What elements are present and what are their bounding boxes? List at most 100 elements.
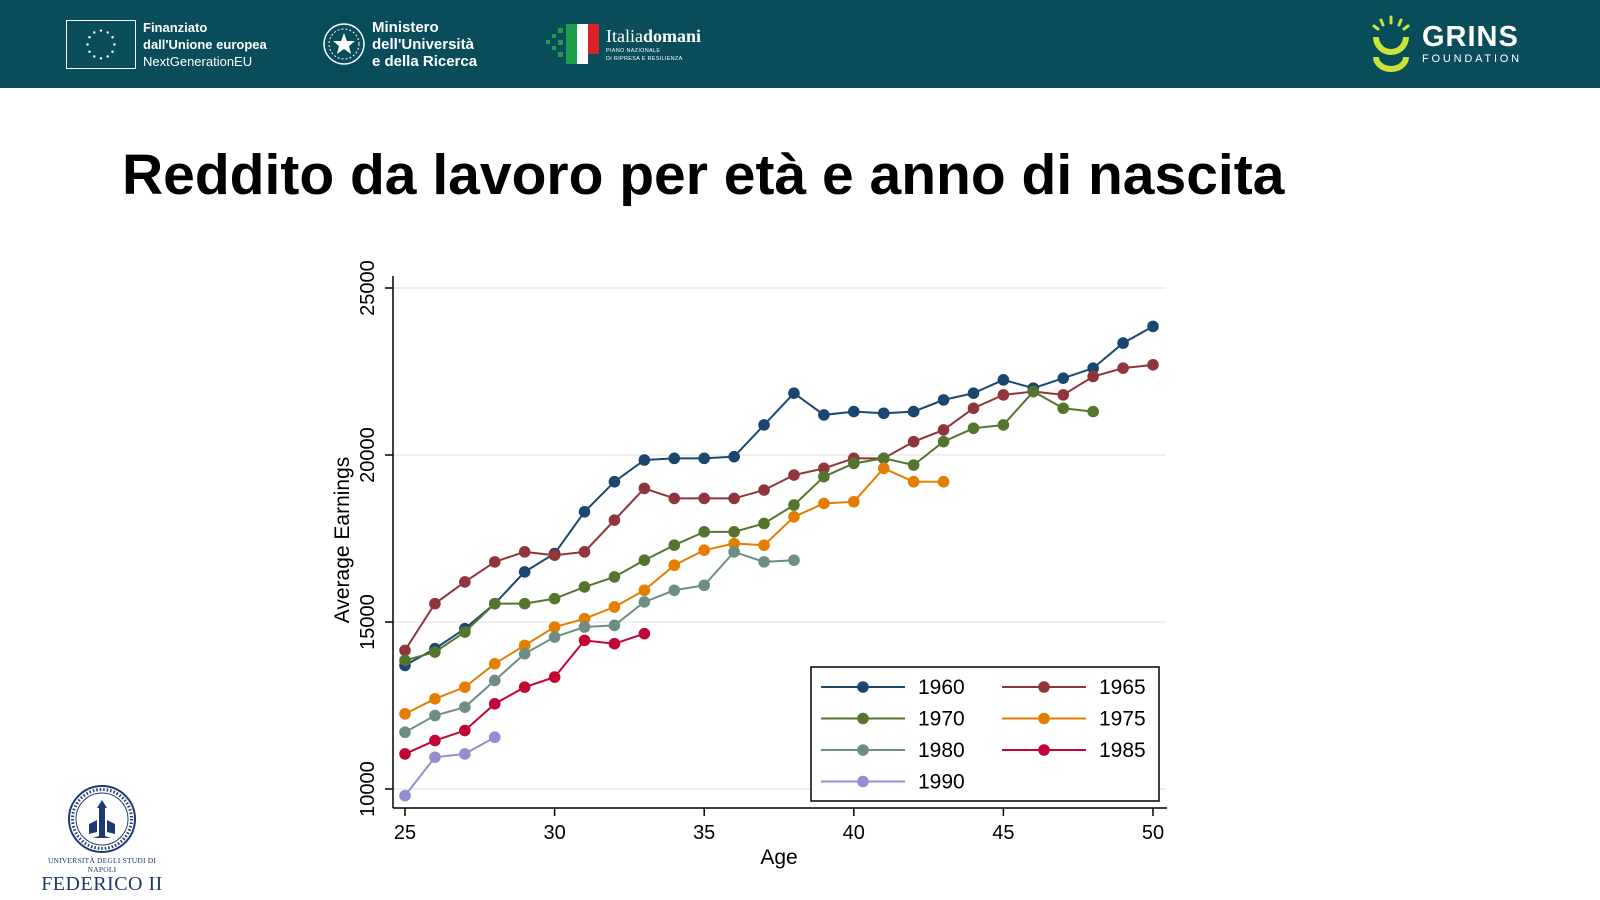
point-1965-27	[459, 576, 471, 588]
point-1965-28	[488, 556, 501, 568]
point-1975-42	[907, 475, 920, 488]
point-1975-27	[459, 681, 471, 693]
point-1970-43	[937, 435, 950, 448]
point-1985-25	[399, 748, 411, 760]
series-line-1970	[404, 390, 1094, 662]
point-1970-45	[997, 419, 1010, 431]
point-1965-39	[818, 462, 830, 475]
grins-sub: FOUNDATION	[1422, 53, 1522, 65]
point-1975-38	[788, 510, 800, 523]
italia-domani-title-a: Italia	[606, 26, 643, 46]
legend-marker-1985	[1038, 744, 1050, 756]
point-1985-29	[518, 681, 531, 693]
point-1985-27	[459, 724, 471, 737]
point-1975-34	[668, 559, 681, 572]
point-1985-28	[488, 698, 501, 710]
x-axis-title: Age	[760, 846, 797, 869]
point-1990-25	[399, 789, 411, 802]
legend-label-1990: 1990	[918, 771, 965, 794]
grins-name: GRINS	[1422, 21, 1519, 53]
point-1965-36	[728, 492, 740, 505]
point-1980-34	[668, 584, 681, 597]
x-tick-label-25: 25	[394, 822, 416, 844]
italy-flag-pixel-icon	[546, 24, 599, 64]
legend-label-1960: 1960	[918, 676, 965, 699]
legend-label-1985: 1985	[1099, 739, 1146, 762]
point-1965-33	[638, 482, 651, 495]
point-1970-26	[429, 646, 441, 658]
italia-domani-sub-2: DI RIPRESA E RESILIENZA	[606, 56, 683, 62]
point-1975-26	[429, 693, 441, 705]
point-1960-43	[937, 394, 950, 406]
italia-domani-sub-1: PIANO NAZIONALE	[606, 48, 661, 54]
y-tick-label-25000: 25000	[357, 260, 379, 316]
point-1970-38	[788, 499, 800, 511]
point-1970-47	[1057, 402, 1070, 415]
point-1975-40	[848, 495, 860, 508]
point-1975-29	[518, 639, 531, 652]
point-1975-31	[578, 612, 591, 625]
point-1980-27	[459, 701, 471, 713]
point-1960-32	[608, 475, 621, 488]
legend-box	[810, 666, 1160, 802]
point-1980-37	[758, 556, 770, 568]
italia-domani-logo: Italiadomani PIANO NAZIONALE DI RIPRESA …	[544, 0, 701, 88]
point-1975-36	[728, 537, 740, 550]
point-1960-31	[578, 505, 591, 518]
point-1990-28	[488, 731, 501, 744]
point-1980-28	[488, 674, 501, 687]
eu-line-3: NextGenerationEU	[143, 53, 253, 69]
point-1975-25	[399, 708, 411, 720]
point-1985-30	[548, 671, 561, 683]
point-1965-35	[698, 492, 710, 505]
y-tick-label-10000: 10000	[357, 761, 379, 817]
point-1965-31	[578, 546, 591, 558]
point-1970-37	[758, 517, 770, 530]
legend-marker-1970	[857, 712, 869, 725]
point-1970-42	[907, 459, 920, 471]
point-1970-46	[1027, 385, 1040, 398]
eu-flag-icon	[66, 19, 136, 69]
point-1980-35	[698, 579, 710, 592]
point-1965-34	[668, 492, 681, 505]
point-1980-32	[608, 619, 621, 632]
ministry-logo: Ministero dell'Università e della Ricerc…	[322, 0, 477, 88]
point-1965-38	[788, 469, 800, 481]
ministry-line-3: e della Ricerca	[372, 52, 478, 70]
point-1960-39	[818, 409, 830, 421]
point-1975-43	[937, 475, 950, 488]
point-1965-44	[967, 402, 980, 415]
eu-line-1: Finanziato	[143, 19, 208, 35]
point-1960-33	[638, 454, 651, 466]
point-1965-45	[997, 389, 1010, 401]
point-1975-30	[548, 621, 561, 633]
point-1965-42	[907, 435, 920, 448]
point-1975-32	[608, 601, 621, 613]
point-1985-32	[608, 637, 621, 650]
point-1975-35	[698, 544, 710, 556]
point-1965-26	[429, 597, 441, 610]
point-1970-36	[728, 526, 740, 538]
point-1975-28	[488, 657, 501, 670]
eu-funding-logo: Finanziato dall'Unione europea NextGener…	[66, 0, 267, 88]
unina-line-2: FEDERICO II	[41, 873, 163, 895]
series-line-1990	[404, 736, 496, 797]
grins-foundation-logo: GRINS FOUNDATION	[1370, 0, 1522, 88]
point-1960-45	[997, 374, 1010, 386]
point-1980-38	[788, 554, 800, 567]
point-1965-30	[548, 549, 561, 561]
legend-marker-1965	[1038, 681, 1050, 693]
legend-label-1965: 1965	[1099, 676, 1146, 699]
point-1965-29	[518, 546, 531, 558]
point-1975-37	[758, 539, 770, 551]
point-1970-25	[399, 654, 411, 667]
point-1980-31	[578, 621, 591, 633]
grins-logo-icon	[1372, 15, 1410, 72]
point-1970-34	[668, 539, 681, 551]
point-1975-39	[818, 497, 830, 510]
point-1970-35	[698, 526, 710, 538]
legend-marker-1975	[1038, 712, 1050, 725]
unina-line-1: UNIVERSITÀ DEGLI STUDI DI NAPOLI	[47, 856, 157, 874]
point-1965-48	[1087, 370, 1099, 383]
